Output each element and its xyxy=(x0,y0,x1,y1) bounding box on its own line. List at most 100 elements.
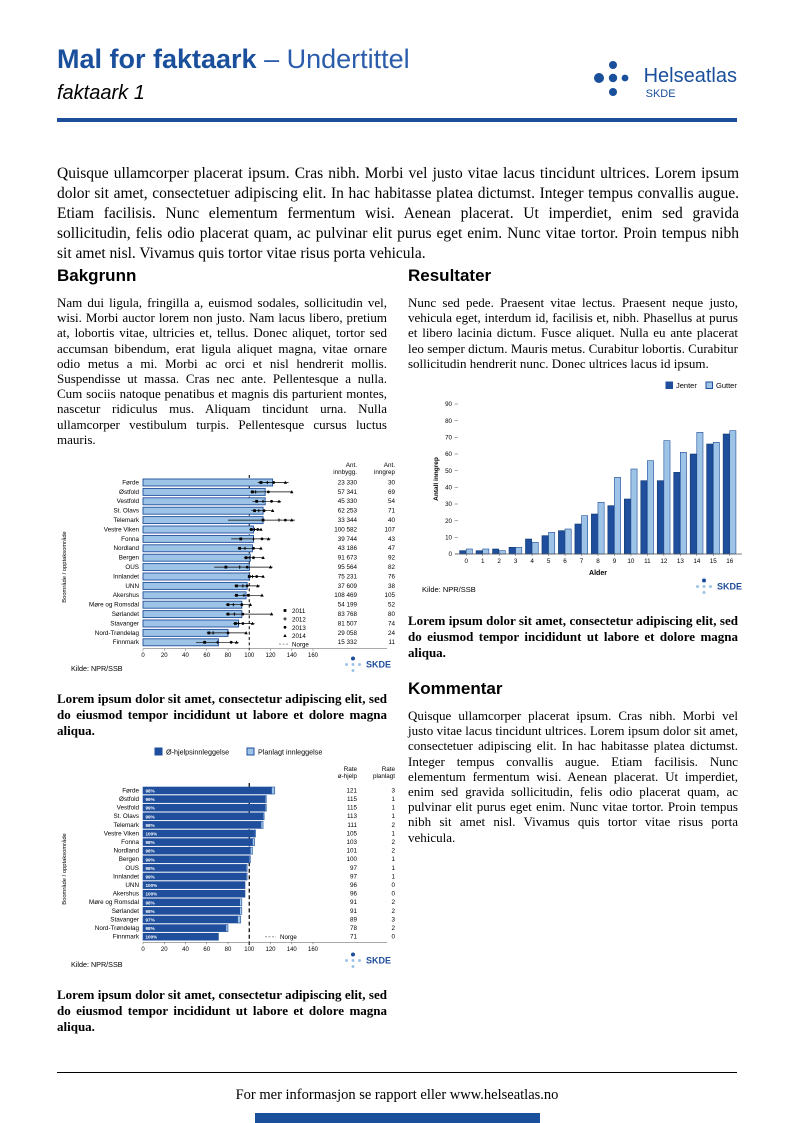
svg-text:Sørlandet: Sørlandet xyxy=(112,611,140,618)
svg-text:OUS: OUS xyxy=(125,865,139,872)
svg-text:108 469: 108 469 xyxy=(334,592,357,599)
svg-text:76: 76 xyxy=(388,573,396,580)
svg-text:99%: 99% xyxy=(146,857,155,862)
svg-text:43 186: 43 186 xyxy=(338,545,358,552)
svg-text:98%: 98% xyxy=(146,789,155,794)
svg-text:91: 91 xyxy=(350,899,358,906)
svg-text:Planlagt innleggelse: Planlagt innleggelse xyxy=(258,747,322,756)
svg-text:3: 3 xyxy=(514,558,518,565)
svg-text:St. Olavs: St. Olavs xyxy=(113,508,139,515)
svg-text:105: 105 xyxy=(384,592,395,599)
svg-text:98%: 98% xyxy=(146,840,155,845)
svg-text:91: 91 xyxy=(350,908,358,915)
document-subtitle: faktaark 1 xyxy=(57,82,145,104)
svg-text:10: 10 xyxy=(627,558,635,565)
svg-text:Bergen: Bergen xyxy=(119,856,140,863)
svg-text:100%: 100% xyxy=(146,832,158,837)
svg-text:78: 78 xyxy=(350,925,358,932)
svg-text:107: 107 xyxy=(384,526,395,533)
svg-text:23 330: 23 330 xyxy=(338,479,358,486)
svg-text:50: 50 xyxy=(445,468,452,475)
svg-text:2013: 2013 xyxy=(292,625,306,632)
svg-text:80: 80 xyxy=(225,653,232,659)
svg-text:20: 20 xyxy=(161,653,168,659)
svg-text:82: 82 xyxy=(388,564,396,571)
svg-text:7: 7 xyxy=(580,558,584,565)
svg-text:Rate: Rate xyxy=(382,766,396,773)
svg-text:Nordland: Nordland xyxy=(113,848,139,855)
footer-rule xyxy=(57,1072,737,1073)
svg-text:98%: 98% xyxy=(146,849,155,854)
svg-text:2: 2 xyxy=(391,848,395,855)
svg-text:96: 96 xyxy=(350,891,358,898)
svg-text:Akershus: Akershus xyxy=(113,891,139,898)
svg-text:Møre og Romsdal: Møre og Romsdal xyxy=(89,602,139,609)
helseatlas-dots-icon xyxy=(591,58,635,107)
svg-text:2: 2 xyxy=(391,908,395,915)
svg-text:2: 2 xyxy=(391,925,395,932)
svg-text:Bergen: Bergen xyxy=(119,555,140,562)
svg-text:0: 0 xyxy=(391,934,395,941)
svg-text:0: 0 xyxy=(391,891,395,898)
svg-text:innbygg.: innbygg. xyxy=(333,469,357,476)
svg-text:15 332: 15 332 xyxy=(338,639,358,646)
svg-text:98%: 98% xyxy=(146,866,155,871)
svg-text:140: 140 xyxy=(287,947,298,953)
svg-text:60: 60 xyxy=(445,451,452,458)
bakgrunn-heading: Bakgrunn xyxy=(57,266,137,285)
svg-text:0: 0 xyxy=(449,551,453,558)
svg-text:60: 60 xyxy=(203,653,210,659)
svg-text:Norge: Norge xyxy=(280,934,297,941)
svg-text:120: 120 xyxy=(265,947,276,953)
svg-text:45 330: 45 330 xyxy=(338,498,358,505)
svg-text:Vestfold: Vestfold xyxy=(117,805,140,812)
svg-text:1: 1 xyxy=(391,813,395,820)
chart-age-gender: Jenter Gutter 0 10 20 30 40 50 60 70 80 90 0 1 2 3 4 5 6 7 8… xyxy=(408,379,748,599)
svg-text:12: 12 xyxy=(660,558,668,565)
kommentar-section: Kommentar Quisque ullamcorper placerat i… xyxy=(408,679,738,845)
svg-text:Nordland: Nordland xyxy=(113,545,139,552)
svg-text:Telemark: Telemark xyxy=(113,822,139,829)
svg-text:30: 30 xyxy=(445,501,452,508)
svg-text:71: 71 xyxy=(388,508,396,515)
svg-text:95 564: 95 564 xyxy=(338,564,358,571)
svg-text:70: 70 xyxy=(445,435,452,442)
svg-text:57 341: 57 341 xyxy=(338,489,358,496)
svg-text:14: 14 xyxy=(693,558,701,565)
svg-text:37 609: 37 609 xyxy=(338,583,358,590)
svg-text:Finnmark: Finnmark xyxy=(113,639,140,646)
title-main: Mal for faktaark xyxy=(57,44,257,74)
svg-text:38: 38 xyxy=(388,583,396,590)
svg-text:3: 3 xyxy=(391,787,395,794)
svg-text:2012: 2012 xyxy=(292,616,306,623)
svg-text:100%: 100% xyxy=(146,883,158,888)
svg-text:100: 100 xyxy=(244,653,255,659)
chart2-caption: Lorem ipsum dolor sit amet, consectetur … xyxy=(57,987,387,1035)
left-column: Bakgrunn Nam dui ligula, fringilla a, eu… xyxy=(57,266,395,1039)
svg-text:89: 89 xyxy=(350,916,358,923)
svg-text:97: 97 xyxy=(350,865,358,872)
svg-text:1: 1 xyxy=(391,805,395,812)
svg-text:Møre og Romsdal: Møre og Romsdal xyxy=(89,899,139,906)
svg-text:planlagt: planlagt xyxy=(373,773,395,780)
svg-text:SKDE: SKDE xyxy=(366,660,391,670)
svg-text:Innlandet: Innlandet xyxy=(113,573,139,580)
svg-text:Kilde: NPR/SSB: Kilde: NPR/SSB xyxy=(71,960,123,969)
svg-text:1: 1 xyxy=(391,865,395,872)
svg-text:Finnmark: Finnmark xyxy=(113,934,140,941)
skde-logo-icon: SKDE xyxy=(345,656,391,673)
svg-text:SKDE: SKDE xyxy=(366,956,391,966)
svg-text:13: 13 xyxy=(677,558,685,565)
svg-text:47: 47 xyxy=(388,545,396,552)
svg-text:40: 40 xyxy=(445,485,452,492)
skde-logo-icon: SKDE xyxy=(345,952,391,969)
svg-text:115: 115 xyxy=(347,796,358,803)
svg-text:40: 40 xyxy=(182,653,189,659)
svg-text:92: 92 xyxy=(388,555,396,562)
svg-text:90: 90 xyxy=(445,401,452,408)
svg-text:Rate: Rate xyxy=(344,766,358,773)
svg-text:Norge: Norge xyxy=(292,642,309,649)
page-bottom-bar xyxy=(255,1113,540,1123)
chart3-caption: Lorem ipsum dolor sit amet, consectetur … xyxy=(408,613,738,661)
svg-text:100%: 100% xyxy=(146,935,158,940)
